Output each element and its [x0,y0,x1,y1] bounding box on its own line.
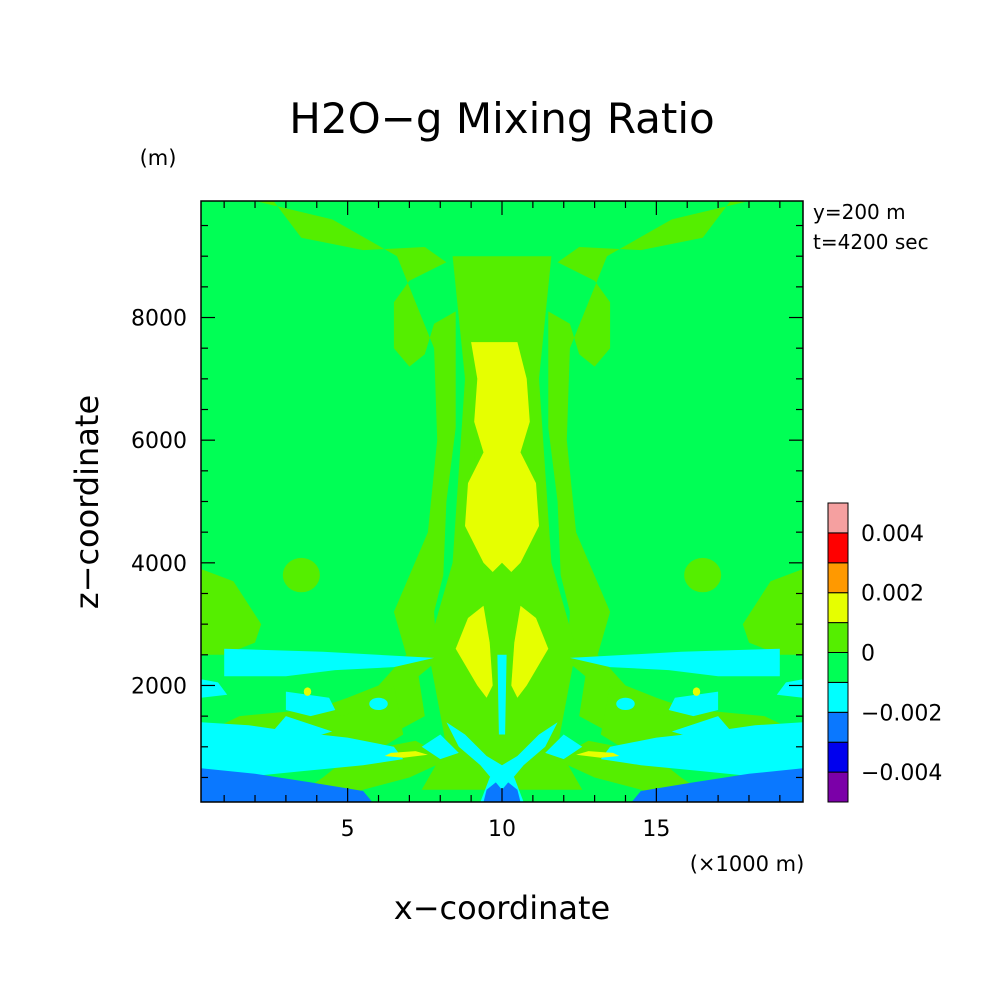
contour-region [201,768,373,802]
colorbar-label-0002: 0.002 [861,582,924,607]
contour-region [776,679,803,698]
colorbar-segment [827,622,849,653]
contour-region [684,557,722,593]
colorbar-label-0004: 0.004 [861,522,924,547]
x-tick-label-15: 15 [642,817,670,842]
colorbar-segment [827,562,849,594]
axis-ticks [201,201,803,802]
y-tick-label-2000: 2000 [131,674,187,699]
contour-region [201,679,228,698]
x-axis-label: x−coordinate [394,889,610,927]
contour-region [600,722,803,784]
contour-region [631,768,803,802]
y-axis-label: z−coordinate [68,395,106,609]
contour-region [201,569,262,655]
chart-title: H2O−g Mixing Ratio [289,94,714,143]
x-tick-labels: 5 10 15 [341,817,671,842]
x-unit-label: (×1000 m) [690,852,805,876]
contour-region [616,697,635,711]
colorbar-tick-labels: −0.004 −0.002 0 0.002 0.004 [861,522,942,786]
contour-region [497,654,507,735]
contour-region [224,648,435,677]
colorbar-label-0: 0 [861,642,875,667]
contour-region [421,734,459,760]
y-unit-label: (m) [140,146,177,170]
colorbar-segment [827,771,849,803]
colorbar-segment [827,711,849,743]
contour-region [576,751,620,758]
contour-region [742,569,803,655]
contour-region [455,605,493,698]
colorbar-label-neg0004: −0.004 [861,761,942,786]
colorbar-segment [827,532,849,564]
contour-region [548,201,803,756]
contour-region [282,557,320,593]
colorbar-segment [827,502,849,534]
contour-region [201,201,456,756]
subtitle-line-2: t=4200 sec [813,230,929,254]
colorbar-segment [827,681,849,713]
subtitle-line-1: y=200 m [813,200,906,224]
y-tick-label-6000: 6000 [131,429,187,454]
y-tick-label-8000: 8000 [131,307,187,332]
y-tick-label-4000: 4000 [131,552,187,577]
contour-region [668,691,719,717]
contour-region [545,734,583,760]
colorbar-segment [827,741,849,773]
contour-region [267,716,333,741]
contour-field [201,201,803,802]
contour-region [303,687,312,696]
colorbar-segment [827,652,849,683]
contour-region [671,716,737,741]
contour-region [511,605,549,698]
y-tick-labels: 2000 4000 6000 8000 [131,307,187,700]
colorbar [827,502,849,803]
contour-region [285,691,336,717]
x-tick-label-10: 10 [488,817,516,842]
contour-region [569,648,780,677]
x-tick-label-5: 5 [341,817,355,842]
colorbar-label-neg0002: −0.002 [861,701,942,726]
contour-region [369,697,388,711]
contour-region [465,342,539,572]
contour-region [384,751,428,758]
colorbar-segment [827,592,849,624]
contour-region [692,687,701,696]
contour-region [201,722,404,784]
